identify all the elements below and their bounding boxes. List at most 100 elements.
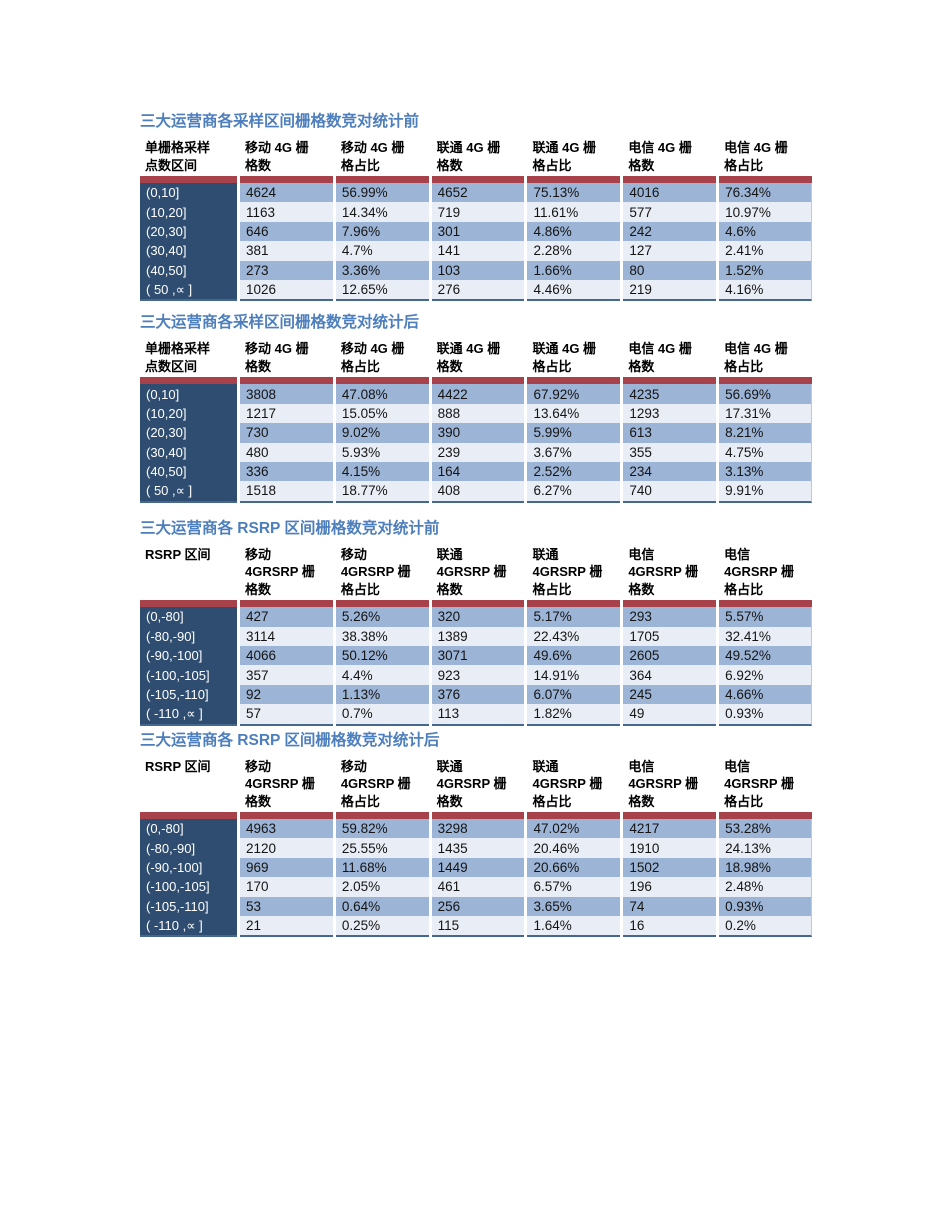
- data-cell: 9.02%: [335, 423, 429, 443]
- data-cell: 3808: [240, 384, 333, 404]
- row-label-cell: ( 50 ,∝ ]: [140, 481, 237, 503]
- table-row: ( 50 ,∝ ] 1026 12.65% 276 4.46% 219 4.16%: [140, 279, 812, 302]
- data-cell: 320: [431, 607, 525, 627]
- data-cell: 11.68%: [335, 857, 429, 878]
- table-header: 单栅格采样 点数区间 移动 4G 栅 格数 移动 4G 栅 格占比 联通 4G 栅 格…: [140, 339, 812, 385]
- data-cell: 2.52%: [527, 461, 621, 482]
- data-cell: 4217: [623, 819, 717, 839]
- data-cell: 4016: [623, 183, 717, 203]
- data-cell: 1910: [623, 838, 717, 858]
- row-label-cell: (40,50]: [140, 260, 237, 280]
- header-cell: 移动 4G 栅 格数: [240, 339, 333, 385]
- data-cell: 14.34%: [335, 202, 429, 222]
- data-cell: 5.93%: [335, 442, 429, 462]
- data-cell: 4.75%: [719, 442, 812, 462]
- section-rsrp-interval-after: 三大运营商各 RSRP 区间栅格数竞对统计后 RSRP 区间 移动 4GRSRP …: [140, 731, 820, 938]
- data-cell: 75.13%: [527, 183, 621, 203]
- data-cell: 357: [240, 665, 333, 685]
- sampling-interval-before-table: 单栅格采样 点数区间 移动 4G 栅 格数 移动 4G 栅 格占比 联通 4G 栅 格…: [137, 138, 815, 302]
- data-cell: 0.93%: [719, 896, 812, 916]
- row-label-cell: (-105,-110]: [140, 684, 237, 705]
- data-cell: 113: [431, 704, 525, 726]
- data-cell: 196: [623, 877, 717, 897]
- data-cell: 164: [431, 461, 525, 482]
- section-rsrp-interval-before: 三大运营商各 RSRP 区间栅格数竞对统计前 RSRP 区间 移动 4GRSRP …: [140, 519, 820, 726]
- document-content: 三大运营商各采样区间栅格数竞对统计前 单栅格采样 点数区间 移动 4G 栅 格数移…: [137, 112, 820, 938]
- data-cell: 12.65%: [335, 279, 429, 302]
- data-cell: 1.64%: [527, 915, 621, 938]
- data-cell: 6.57%: [527, 877, 621, 897]
- data-cell: 390: [431, 423, 525, 443]
- data-cell: 219: [623, 279, 717, 302]
- data-cell: 9.91%: [719, 481, 812, 503]
- data-cell: 3.67%: [527, 442, 621, 462]
- data-cell: 2.48%: [719, 877, 812, 897]
- header-cell: 电信 4G 栅 格占比: [719, 138, 812, 183]
- data-cell: 969: [240, 857, 333, 878]
- data-cell: 32.41%: [719, 626, 812, 646]
- row-label-cell: (20,30]: [140, 221, 237, 242]
- row-label-cell: (30,40]: [140, 241, 237, 261]
- data-cell: 245: [623, 684, 717, 705]
- data-cell: 427: [240, 607, 333, 627]
- data-cell: 20.66%: [527, 857, 621, 878]
- data-cell: 6.07%: [527, 684, 621, 705]
- data-cell: 47.08%: [335, 384, 429, 404]
- header-cell: 电信 4G 栅 格数: [623, 339, 717, 385]
- table-title: 三大运营商各采样区间栅格数竞对统计前: [140, 113, 420, 130]
- data-cell: 239: [431, 442, 525, 462]
- data-cell: 0.93%: [719, 704, 812, 726]
- data-cell: 1293: [623, 403, 717, 424]
- table-row: (20,30] 646 7.96% 301 4.86% 242 4.6%: [140, 221, 812, 242]
- table-header-row: RSRP 区间 移动 4GRSRP 栅 格数 移动 4GRSRP 栅 格占比 联通 4…: [140, 545, 812, 608]
- header-cell: 电信 4GRSRP 栅 格数: [623, 757, 717, 820]
- data-cell: 7.96%: [335, 221, 429, 242]
- data-cell: 1449: [431, 857, 525, 878]
- header-cell: 移动 4GRSRP 栅 格占比: [335, 545, 429, 608]
- data-cell: 1217: [240, 403, 333, 424]
- data-cell: 4235: [623, 384, 717, 404]
- table-row: (30,40] 381 4.7% 141 2.28% 127 2.41%: [140, 241, 812, 261]
- table-row: (30,40] 480 5.93% 239 3.67% 355 4.75%: [140, 442, 812, 462]
- row-label-cell: (0,10]: [140, 183, 237, 203]
- data-cell: 3.36%: [335, 260, 429, 280]
- row-label-header-cell: 单栅格采样 点数区间: [140, 339, 237, 385]
- header-cell: 联通 4G 栅 格占比: [527, 138, 621, 183]
- data-cell: 4.66%: [719, 684, 812, 705]
- data-cell: 56.69%: [719, 384, 812, 404]
- data-cell: 4066: [240, 645, 333, 666]
- header-cell: 联通 4GRSRP 栅 格数: [431, 757, 525, 820]
- row-label-cell: (20,30]: [140, 423, 237, 443]
- data-cell: 336: [240, 461, 333, 482]
- data-cell: 4.4%: [335, 665, 429, 685]
- data-cell: 293: [623, 607, 717, 627]
- table-row: (-105,-110] 53 0.64% 256 3.65% 74 0.93%: [140, 896, 812, 916]
- data-cell: 4963: [240, 819, 333, 839]
- table-row: (-90,-100] 969 11.68% 1449 20.66% 1502 18.98%: [140, 857, 812, 878]
- data-cell: 234: [623, 461, 717, 482]
- table-header-row: 单栅格采样 点数区间 移动 4G 栅 格数 移动 4G 栅 格占比 联通 4G 栅 格…: [140, 339, 812, 385]
- data-cell: 49.52%: [719, 645, 812, 666]
- header-cell: 联通 4G 栅 格占比: [527, 339, 621, 385]
- data-cell: 14.91%: [527, 665, 621, 685]
- data-cell: 11.61%: [527, 202, 621, 222]
- data-cell: 8.21%: [719, 423, 812, 443]
- header-cell: 移动 4GRSRP 栅 格占比: [335, 757, 429, 820]
- data-cell: 4.15%: [335, 461, 429, 482]
- row-label-cell: (30,40]: [140, 442, 237, 462]
- row-label-cell: (10,20]: [140, 202, 237, 222]
- table-row: (10,20] 1217 15.05% 888 13.64% 1293 17.31%: [140, 403, 812, 424]
- table-row: (0,10] 3808 47.08% 4422 67.92% 4235 56.69%: [140, 384, 812, 404]
- header-cell: 移动 4GRSRP 栅 格数: [240, 545, 333, 608]
- data-cell: 6.27%: [527, 481, 621, 503]
- data-cell: 0.7%: [335, 704, 429, 726]
- data-cell: 730: [240, 423, 333, 443]
- row-label-cell: (-100,-105]: [140, 877, 237, 897]
- row-label-cell: ( -110 ,∝ ]: [140, 704, 237, 726]
- row-label-cell: (10,20]: [140, 403, 237, 424]
- table-row: ( -110 ,∝ ] 21 0.25% 115 1.64% 16 0.2%: [140, 915, 812, 938]
- data-cell: 4.46%: [527, 279, 621, 302]
- data-cell: 22.43%: [527, 626, 621, 646]
- data-cell: 273: [240, 260, 333, 280]
